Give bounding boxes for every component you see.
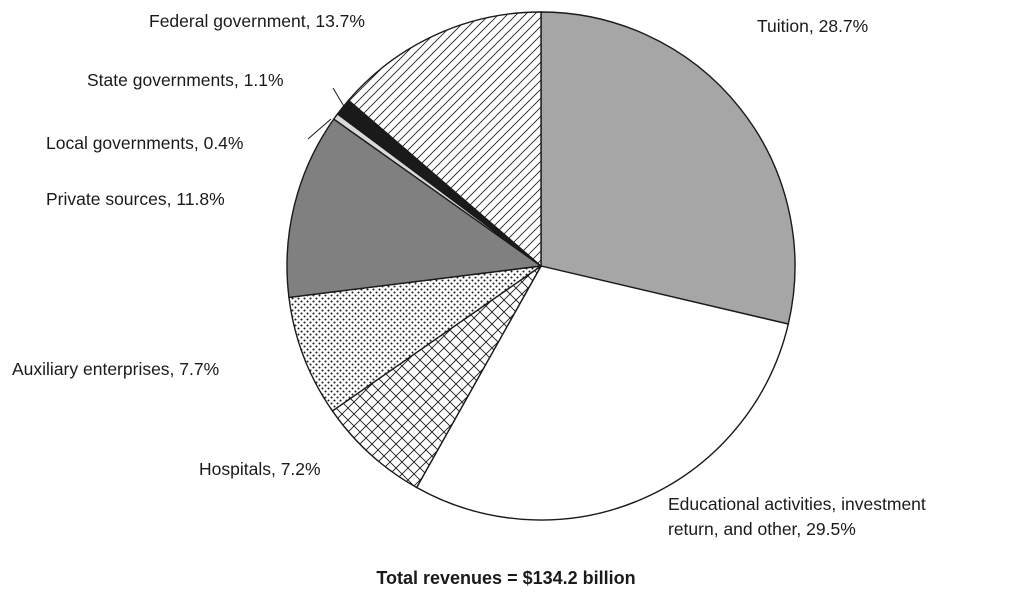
slice-federal-government <box>347 11 542 268</box>
leader-line-state-governments <box>332 87 346 109</box>
slice-hospitals <box>331 265 542 489</box>
slice-tuition <box>540 11 796 325</box>
label-tuition: Tuition, 28.7% <box>757 16 868 36</box>
slice-private-sources <box>286 118 543 299</box>
total-revenues-label: Total revenues = $134.2 billion <box>376 568 635 588</box>
label-educational-activities-investment-return-and-other: Educational activities, investment return… <box>668 494 926 539</box>
label-private-sources: Private sources, 11.8% <box>46 189 225 209</box>
label-auxiliary-enterprises: Auxiliary enterprises, 7.7% <box>12 359 219 379</box>
label-federal-government: Federal government, 13.7% <box>149 11 365 31</box>
label-hospitals: Hospitals, 7.2% <box>199 459 321 479</box>
slice-educational-activities-investment-return-and-other <box>415 265 790 521</box>
leader-line-local-governments <box>307 118 332 140</box>
slice-auxiliary-enterprises <box>288 265 542 412</box>
label-state-governments: State governments, 1.1% <box>87 70 284 90</box>
label-local-governments: Local governments, 0.4% <box>46 133 243 153</box>
